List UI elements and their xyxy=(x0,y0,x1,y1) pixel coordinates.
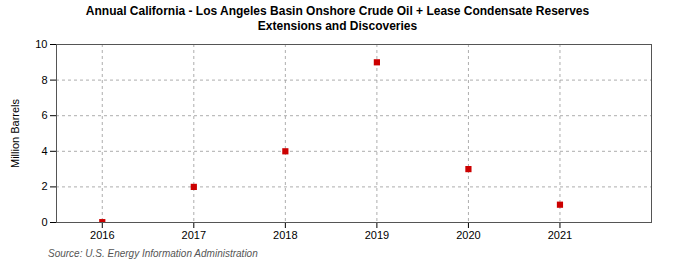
svg-text:2020: 2020 xyxy=(456,229,480,241)
svg-text:8: 8 xyxy=(41,74,47,86)
svg-text:4: 4 xyxy=(41,145,47,157)
svg-text:2016: 2016 xyxy=(90,229,114,241)
svg-text:6: 6 xyxy=(41,109,47,121)
svg-text:2: 2 xyxy=(41,180,47,192)
html-text:Extensions and Discoveries: Extensions and Discoveries xyxy=(257,19,418,33)
svg-text:2021: 2021 xyxy=(548,229,572,241)
svg-text:2018: 2018 xyxy=(273,229,297,241)
html-text:Source: U.S. Energy Informatio: Source: U.S. Energy Information Administ… xyxy=(48,248,258,259)
svg-text:2017: 2017 xyxy=(182,229,206,241)
svg-text:Million Barrels: Million Barrels xyxy=(9,98,21,168)
svg-text:2019: 2019 xyxy=(365,229,389,241)
svg-text:10: 10 xyxy=(35,38,47,50)
html-text:Annual California - Los Angele: Annual California - Los Angeles Basin On… xyxy=(85,4,590,18)
svg-text:0: 0 xyxy=(41,216,47,228)
